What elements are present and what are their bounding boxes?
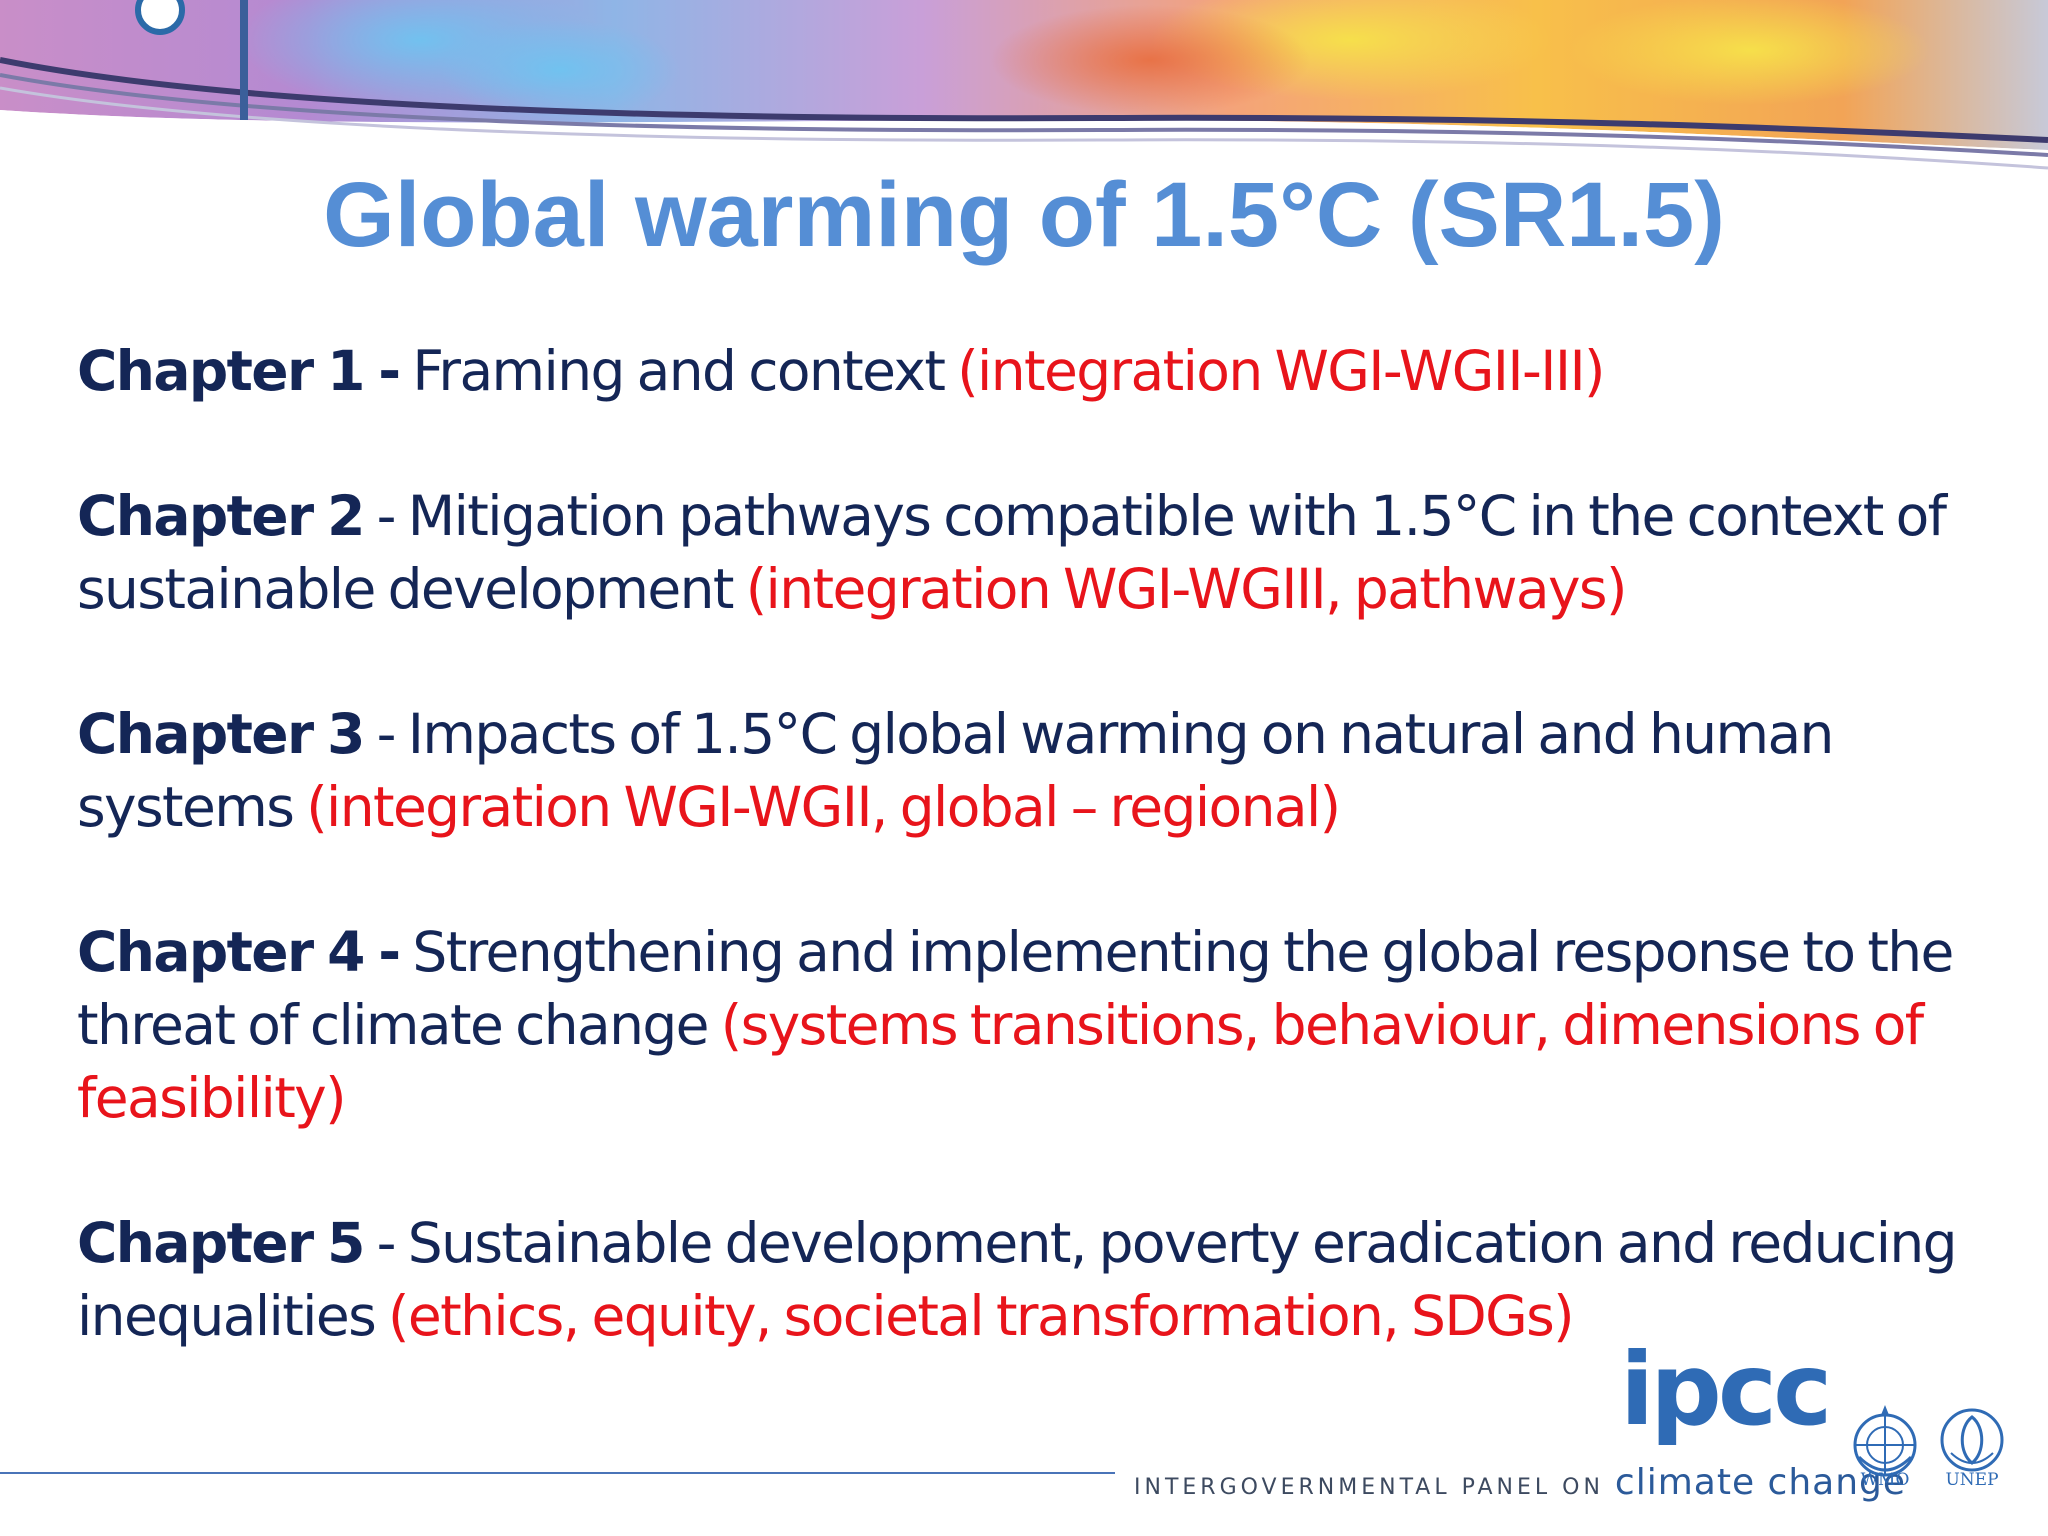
chapter-item-5: Chapter 5 - Sustainable development, pov… bbox=[77, 1207, 2027, 1353]
chapter-item-4: Chapter 4 - Strengthening and implementi… bbox=[77, 916, 2027, 1135]
chapter-title: Framing and context bbox=[399, 339, 958, 403]
chapter-topics: (ethics, equity, societal transformation… bbox=[388, 1284, 1575, 1348]
chapter-list: Chapter 1 - Framing and context (integra… bbox=[77, 335, 2027, 1425]
wmo-label: WMO bbox=[1860, 1470, 1910, 1490]
chapter-item-1: Chapter 1 - Framing and context (integra… bbox=[77, 335, 2027, 408]
ipcc-logo: ipcc bbox=[1620, 1331, 1832, 1448]
chapter-topics: (integration WGI-WGII, global – regional… bbox=[306, 775, 1341, 839]
chapter-item-2: Chapter 2 - Mitigation pathways compatib… bbox=[77, 480, 2027, 626]
tagline-prefix: INTERGOVERNMENTAL PANEL ON bbox=[1134, 1475, 1615, 1500]
unep-emblem-icon bbox=[1940, 1408, 2004, 1472]
footer-divider bbox=[0, 1472, 1115, 1474]
chapter-title: - Mitigation pathways compatible with 1.… bbox=[77, 484, 1947, 621]
tagline-strong: climate change bbox=[1614, 1462, 1907, 1503]
chapter-topics: (integration WGI-WGIII, pathways) bbox=[745, 557, 1628, 621]
wmo-emblem-icon bbox=[1853, 1405, 1917, 1477]
chapter-number: Chapter 5 bbox=[77, 1211, 365, 1275]
unep-label: UNEP bbox=[1945, 1470, 1999, 1490]
chapter-number: Chapter 1 - bbox=[77, 339, 401, 403]
chapter-title: Strengthening and implementing the globa… bbox=[77, 920, 1954, 1057]
wmo-emblem bbox=[1845, 1405, 1925, 1485]
chapter-topics: (integration WGI-WGII-III) bbox=[957, 339, 1605, 403]
chapter-number: Chapter 4 - bbox=[77, 920, 401, 984]
chapter-number: Chapter 3 bbox=[77, 702, 365, 766]
chapter-topics: (systems transitions, behaviour, dimensi… bbox=[77, 993, 1924, 1130]
decorative-banner bbox=[0, 0, 2048, 190]
chapter-item-3: Chapter 3 - Impacts of 1.5°C global warm… bbox=[77, 698, 2027, 844]
slide-title: Global warming of 1.5°C (SR1.5) bbox=[323, 164, 1725, 266]
ipcc-tagline: INTERGOVERNMENTAL PANEL ON climate chang… bbox=[1134, 1462, 1906, 1503]
chapter-title: - Sustainable development, poverty eradi… bbox=[77, 1211, 1958, 1348]
chapter-number: Chapter 2 bbox=[77, 484, 365, 548]
chapter-title: - Impacts of 1.5°C global warming on nat… bbox=[77, 702, 1834, 839]
unep-emblem bbox=[1937, 1405, 2007, 1475]
